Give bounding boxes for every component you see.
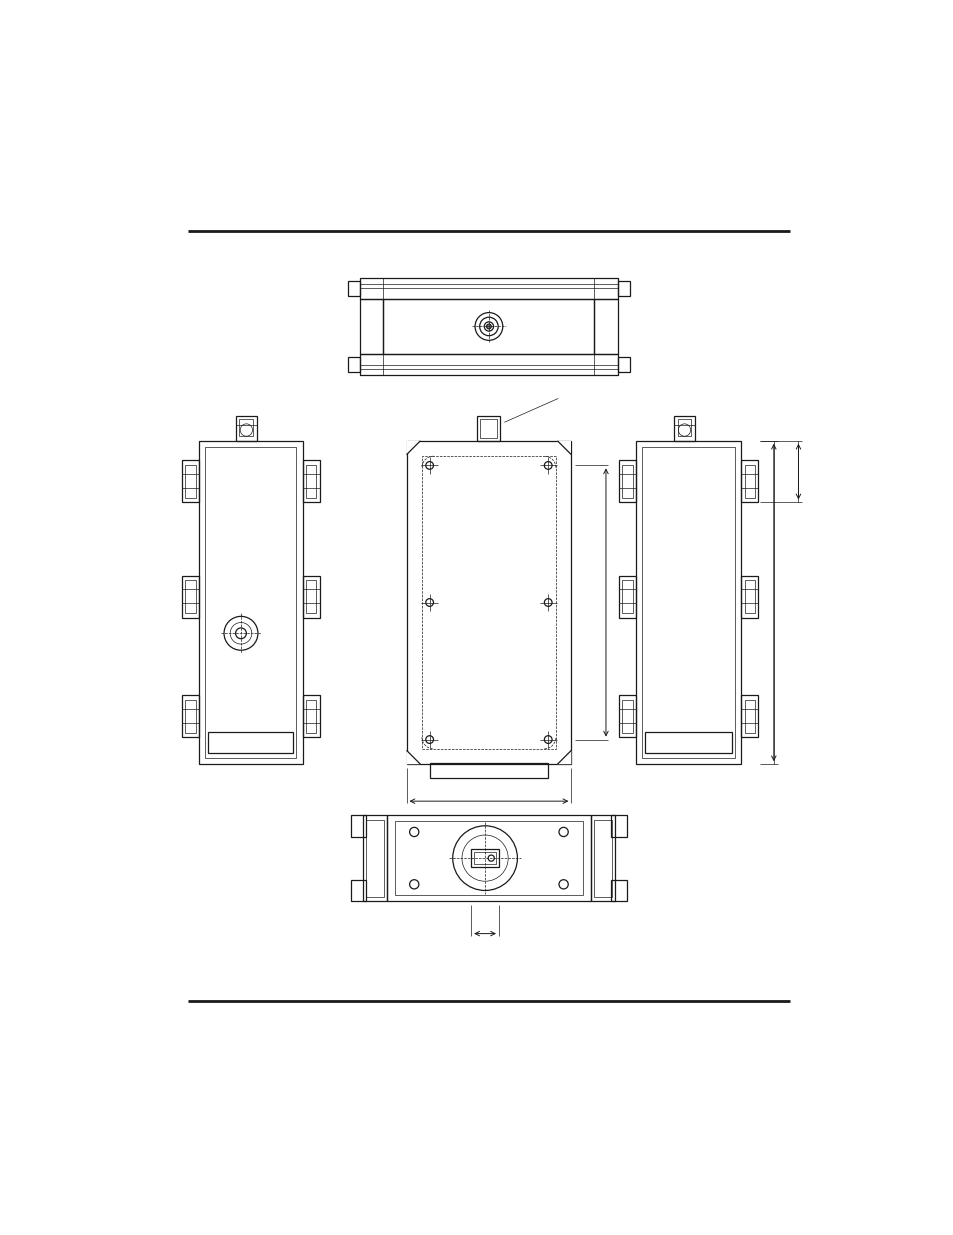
- Bar: [208, 732, 293, 753]
- Bar: [644, 732, 732, 753]
- Bar: [365, 820, 384, 897]
- Bar: [618, 461, 636, 503]
- Bar: [185, 699, 195, 732]
- Bar: [673, 416, 695, 441]
- Bar: [362, 815, 387, 902]
- Bar: [621, 699, 632, 732]
- Bar: [235, 416, 257, 441]
- Bar: [185, 464, 195, 498]
- Bar: [618, 576, 636, 618]
- Bar: [743, 699, 755, 732]
- Bar: [395, 821, 582, 895]
- Bar: [198, 441, 302, 764]
- Polygon shape: [406, 751, 420, 764]
- Bar: [387, 815, 590, 902]
- Bar: [617, 280, 629, 296]
- Bar: [383, 299, 594, 353]
- Bar: [590, 815, 615, 902]
- Polygon shape: [557, 751, 571, 764]
- Bar: [743, 580, 755, 614]
- Bar: [181, 695, 198, 737]
- Bar: [305, 464, 316, 498]
- Bar: [185, 580, 195, 614]
- Polygon shape: [406, 441, 420, 454]
- Bar: [677, 419, 691, 436]
- Bar: [181, 461, 198, 503]
- Bar: [636, 441, 740, 764]
- Bar: [641, 447, 735, 758]
- Bar: [611, 815, 626, 836]
- Bar: [594, 299, 617, 353]
- Bar: [593, 820, 612, 897]
- Bar: [740, 695, 758, 737]
- Bar: [351, 815, 366, 836]
- Bar: [471, 848, 498, 867]
- Bar: [621, 464, 632, 498]
- Bar: [348, 357, 360, 372]
- Bar: [302, 695, 319, 737]
- Bar: [305, 699, 316, 732]
- Bar: [302, 461, 319, 503]
- Bar: [360, 278, 617, 299]
- Bar: [621, 580, 632, 614]
- Bar: [429, 763, 548, 778]
- Bar: [348, 280, 360, 296]
- Bar: [239, 419, 253, 436]
- Bar: [205, 447, 296, 758]
- Bar: [611, 879, 626, 902]
- Bar: [476, 416, 500, 441]
- Bar: [406, 441, 571, 764]
- Bar: [617, 357, 629, 372]
- Bar: [740, 461, 758, 503]
- Polygon shape: [557, 441, 571, 454]
- Circle shape: [486, 324, 491, 329]
- Bar: [305, 580, 316, 614]
- Bar: [351, 879, 366, 902]
- Bar: [181, 576, 198, 618]
- Bar: [618, 695, 636, 737]
- Bar: [743, 464, 755, 498]
- Bar: [360, 299, 383, 353]
- Bar: [302, 576, 319, 618]
- Bar: [740, 576, 758, 618]
- Bar: [474, 852, 496, 864]
- Bar: [360, 353, 617, 375]
- Bar: [421, 456, 556, 748]
- Bar: [480, 419, 497, 437]
